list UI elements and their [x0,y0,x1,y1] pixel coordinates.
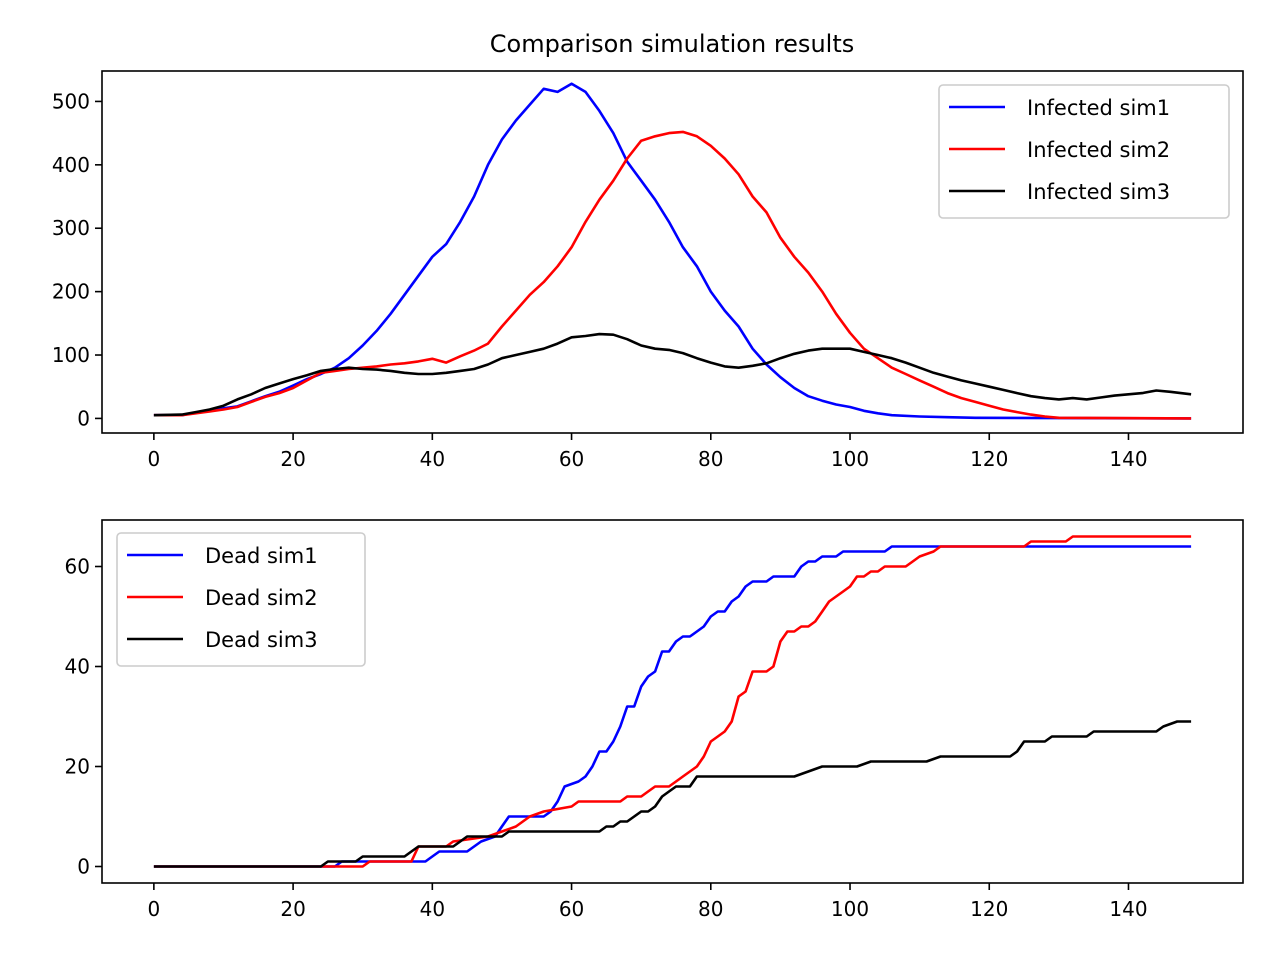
infected-axes: 0 20 40 60 80 100 120 140 0 100 200 300 400 500 Infect… [52,70,1244,471]
y-tick-label: 100 [52,343,90,367]
legend-box [938,84,1230,219]
y-tick-label: 300 [52,216,90,240]
y-tick-label: 200 [52,280,90,304]
axes-frame [101,70,1244,434]
series-line-dead-sim3 [153,720,1192,868]
legend-box [116,532,366,667]
legend-label: Infected sim2 [1027,138,1170,162]
y-tick-label: 60 [65,555,90,579]
x-tick-label: 60 [559,447,584,471]
x-tick-label: 20 [280,447,305,471]
y-tick-label: 0 [77,406,90,430]
x-tick-label: 80 [698,447,723,471]
series-line-infected-sim3 [153,332,1192,417]
y-tick-label: 500 [52,89,90,113]
chart-title: Comparison simulation results [490,30,854,58]
y-tick-label: 0 [77,855,90,879]
x-tick-label: 40 [420,447,445,471]
x-tick-label: 60 [559,897,584,921]
legend-label: Dead sim3 [205,628,318,652]
x-tick-label: 100 [831,447,869,471]
y-tick-label: 400 [52,153,90,177]
y-tick-label: 20 [65,755,90,779]
axes-frame [101,519,1244,884]
x-tick-label: 100 [831,897,869,921]
series-line-infected-sim1 [153,82,1192,420]
x-tick-label: 140 [1109,447,1147,471]
y-tick-label: 40 [65,655,90,679]
series-line-infected-sim2 [153,130,1192,420]
x-tick-label: 40 [420,897,445,921]
legend-label: Dead sim2 [205,586,318,610]
x-tick-label: 120 [970,447,1008,471]
legend-label: Dead sim1 [205,544,318,568]
x-tick-label: 20 [280,897,305,921]
x-tick-label: 0 [147,897,160,921]
x-tick-label: 140 [1109,897,1147,921]
series-line-dead-sim2 [153,535,1192,868]
legend-label: Infected sim3 [1027,180,1170,204]
legend-label: Infected sim1 [1027,96,1170,120]
x-tick-label: 120 [970,897,1008,921]
legend: Dead sim1 Dead sim2 Dead sim3 [116,532,366,667]
x-tick-label: 80 [698,897,723,921]
x-tick-label: 0 [147,447,160,471]
legend: Infected sim1 Infected sim2 Infected sim3 [938,84,1230,219]
